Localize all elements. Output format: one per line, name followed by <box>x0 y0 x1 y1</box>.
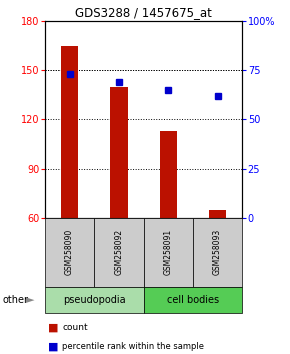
Text: count: count <box>62 323 88 332</box>
Bar <box>61 46 78 218</box>
Text: ►: ► <box>26 295 35 305</box>
Text: GSM258091: GSM258091 <box>164 229 173 275</box>
Bar <box>110 87 128 218</box>
Text: other: other <box>3 295 29 305</box>
Bar <box>209 210 226 218</box>
Text: ■: ■ <box>48 322 58 332</box>
Text: percentile rank within the sample: percentile rank within the sample <box>62 342 204 352</box>
Title: GDS3288 / 1457675_at: GDS3288 / 1457675_at <box>75 6 212 19</box>
Text: GSM258092: GSM258092 <box>114 229 124 275</box>
Bar <box>160 131 177 218</box>
Text: GSM258093: GSM258093 <box>213 229 222 275</box>
Text: ■: ■ <box>48 342 58 352</box>
Text: pseudopodia: pseudopodia <box>63 295 126 305</box>
Text: cell bodies: cell bodies <box>167 295 219 305</box>
Text: GSM258090: GSM258090 <box>65 229 74 275</box>
